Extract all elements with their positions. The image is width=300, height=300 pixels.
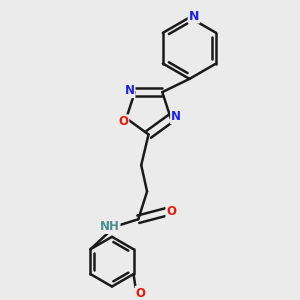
Text: N: N: [189, 10, 199, 22]
Text: NH: NH: [100, 220, 120, 233]
Text: N: N: [124, 84, 134, 97]
Text: O: O: [118, 115, 128, 128]
Text: O: O: [166, 206, 176, 218]
Text: O: O: [136, 286, 146, 300]
Text: N: N: [171, 110, 181, 123]
